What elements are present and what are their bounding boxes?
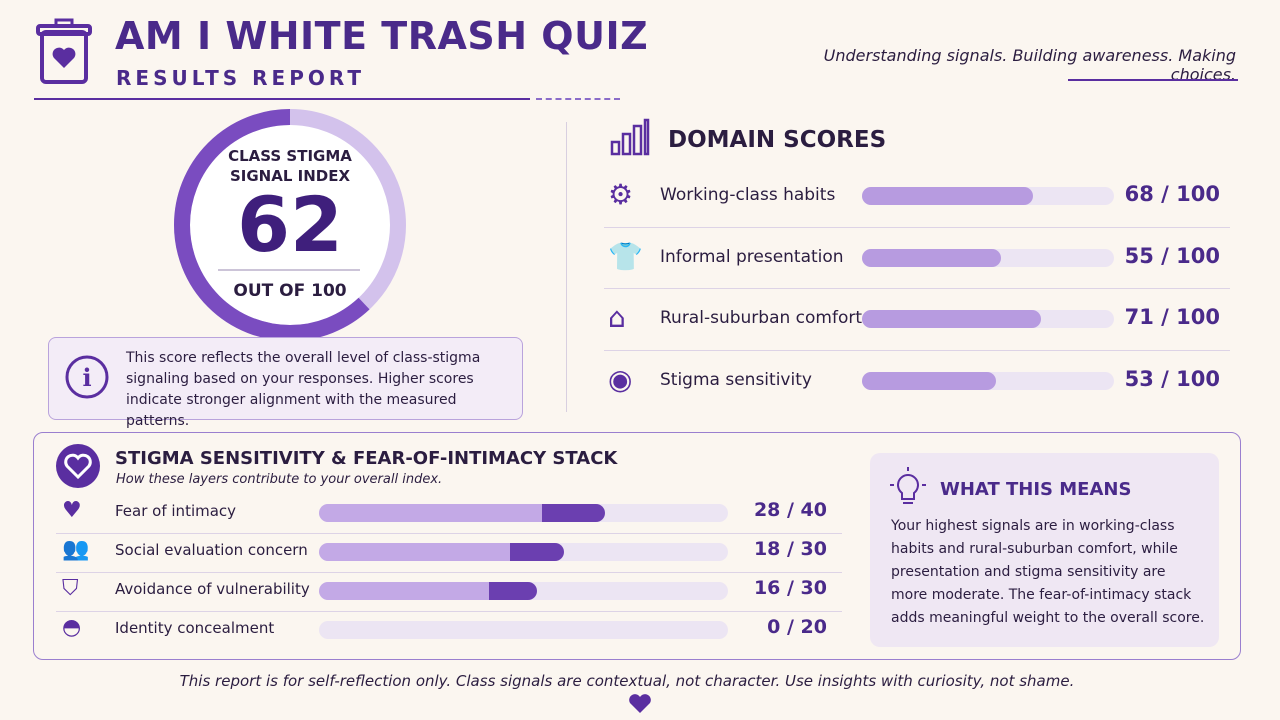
- footer-heart: [629, 694, 651, 713]
- meaning-box: [870, 453, 1219, 647]
- row-label: Avoidance of vulnerability: [115, 580, 310, 598]
- svg-text:i: i: [82, 363, 91, 392]
- meaning-title: WHAT THIS MEANS: [940, 479, 1132, 500]
- bar-track: [862, 371, 1114, 390]
- chart-icon: [610, 118, 650, 156]
- bar-fill: [862, 248, 1001, 267]
- bar-fill: [862, 187, 1034, 205]
- title: AM I WHITE TRASH QUIZ: [115, 14, 649, 58]
- bar-fill: [862, 310, 1041, 328]
- row-label: Stigma sensitivity: [660, 369, 812, 390]
- bar-fill: [862, 371, 996, 390]
- rule: [536, 98, 620, 100]
- divider: [566, 122, 567, 412]
- bar-fill: [319, 504, 606, 522]
- separator: [604, 226, 1230, 228]
- separator: [56, 571, 842, 573]
- separator: [56, 532, 842, 534]
- subtitle: RESULTS REPORT: [116, 66, 366, 90]
- gauge: [174, 109, 406, 341]
- bar-track: [319, 621, 728, 639]
- bar-track: [319, 582, 728, 600]
- row-label: Identity concealment: [115, 619, 275, 637]
- footer: This report is for self-reflection only.…: [179, 672, 1075, 690]
- index-heading: CLASS STIGMA SIGNAL INDEX: [228, 147, 352, 185]
- index-out-of: OUT OF 100: [233, 281, 347, 301]
- stack-panel: [33, 432, 1241, 660]
- stack-subtitle: How these layers contribute to your over…: [116, 472, 443, 487]
- stack-icon: 👥: [62, 537, 90, 562]
- index-note: This score reflects the overall level of…: [126, 350, 481, 429]
- rule: [34, 98, 530, 100]
- row-label: Informal presentation: [660, 246, 844, 267]
- row-value: 28 / 40: [753, 499, 827, 521]
- row-label: Social evaluation concern: [115, 541, 308, 559]
- row-value: 71 / 100: [1124, 305, 1220, 329]
- stack-icon: ♥: [62, 498, 82, 523]
- info-icon: i: [65, 355, 109, 399]
- domain-icon: ◉: [608, 362, 633, 396]
- domain-icon: ⚙: [608, 178, 634, 211]
- separator: [604, 288, 1230, 290]
- heart-icon: [56, 444, 100, 488]
- meaning-text: Your highest signals are in working-clas…: [891, 518, 1205, 626]
- bulb-icon: [890, 467, 926, 504]
- row-value: 0 / 20: [767, 616, 827, 638]
- gauge-arc: [174, 109, 406, 341]
- bar-track: [862, 310, 1114, 328]
- row-value: 55 / 100: [1124, 243, 1220, 268]
- note-box: [48, 337, 523, 420]
- domain-icon: 👕: [608, 239, 643, 273]
- row-label: Working-class habits: [660, 185, 836, 205]
- bar-fill: [319, 543, 565, 561]
- separator: [56, 610, 842, 612]
- bar-track: [862, 248, 1114, 267]
- stack-icon: ⛉: [62, 576, 79, 601]
- rule: [1068, 79, 1238, 81]
- row-value: 18 / 30: [753, 538, 827, 560]
- domain-icon: ⌂: [608, 301, 626, 334]
- row-value: 53 / 100: [1124, 366, 1220, 391]
- bar-track: [862, 187, 1114, 205]
- row-value: 16 / 30: [753, 577, 827, 599]
- bar-fill: [319, 582, 538, 600]
- stack-icon: ◓: [62, 615, 82, 640]
- bar-track: [319, 504, 728, 522]
- separator: [604, 349, 1230, 351]
- row-label: Rural-suburban comfort: [660, 308, 863, 328]
- trash-icon: [36, 18, 92, 84]
- stack-title: STIGMA SENSITIVITY & FEAR-OF-INTIMACY ST…: [115, 448, 618, 469]
- row-value: 68 / 100: [1124, 182, 1220, 206]
- domains-title: DOMAIN SCORES: [668, 127, 887, 153]
- index-score: 62: [237, 180, 343, 269]
- row-label: Fear of intimacy: [115, 502, 237, 520]
- bar-track: [319, 543, 728, 561]
